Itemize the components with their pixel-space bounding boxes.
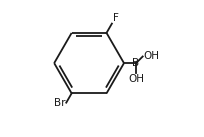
Text: Br: Br <box>54 98 65 108</box>
Text: OH: OH <box>143 52 159 62</box>
Text: F: F <box>112 13 118 23</box>
Text: OH: OH <box>128 74 143 84</box>
Text: B: B <box>132 58 139 68</box>
